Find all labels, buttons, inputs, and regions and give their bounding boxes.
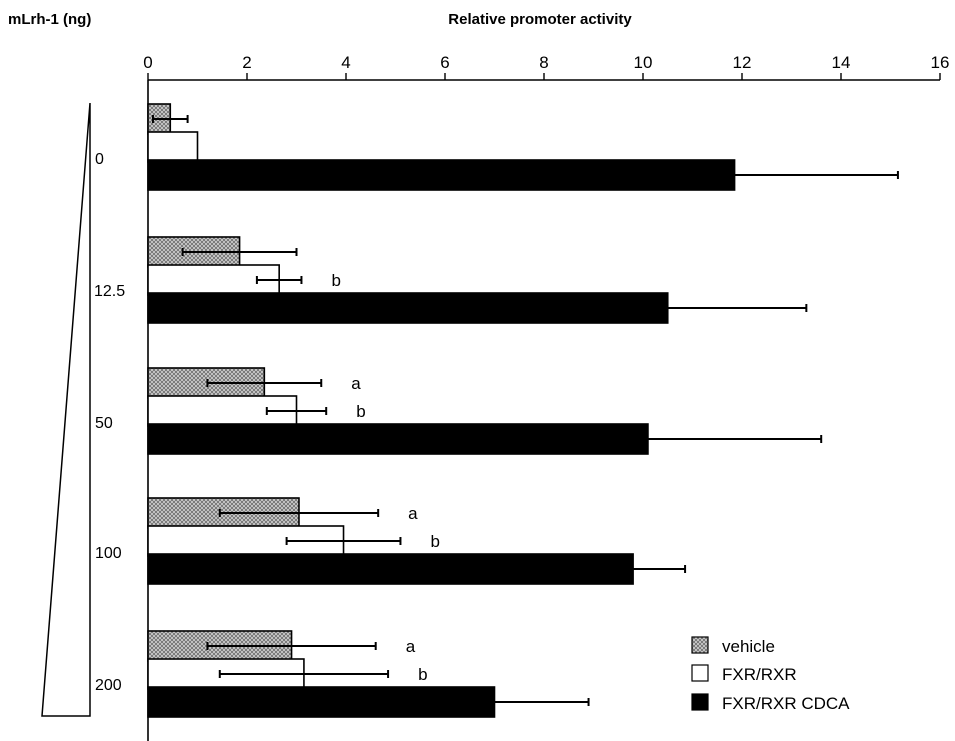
category-labels: 0 12.5 50 100 200 xyxy=(94,151,125,694)
row-header: mLrh-1 (ng) xyxy=(8,11,91,28)
x-tick-label: 2 xyxy=(242,53,251,72)
category-label: 0 xyxy=(95,151,104,168)
category-label: 50 xyxy=(95,415,113,432)
x-axis-ticks: 0 2 4 6 8 10 12 14 16 xyxy=(143,53,949,80)
legend-label-fxr-rxr: FXR/RXR xyxy=(722,665,797,684)
bar-fxr-rxr-cdca xyxy=(147,292,669,324)
x-tick-label: 0 xyxy=(143,53,152,72)
chart-title: Relative promoter activity xyxy=(448,11,632,28)
category-label: 100 xyxy=(95,545,122,562)
x-tick-label: 10 xyxy=(634,53,653,72)
category-label: 200 xyxy=(95,677,122,694)
significance-label: b xyxy=(356,402,365,421)
significance-label: a xyxy=(351,374,361,393)
x-tick-label: 8 xyxy=(539,53,548,72)
significance-label: a xyxy=(408,504,418,523)
significance-label: b xyxy=(331,271,340,290)
legend-label-vehicle: vehicle xyxy=(722,637,775,656)
x-tick-label: 12 xyxy=(733,53,752,72)
bar-fxr-rxr xyxy=(147,131,199,163)
x-tick-label: 16 xyxy=(931,53,950,72)
legend-swatch-fxr-rxr xyxy=(691,664,709,682)
legend-swatch-vehicle xyxy=(691,636,709,654)
x-tick-label: 4 xyxy=(341,53,350,72)
dose-wedge xyxy=(41,102,91,717)
significance-label: b xyxy=(430,532,439,551)
bar-fxr-rxr-cdca xyxy=(147,553,634,585)
category-label: 12.5 xyxy=(94,283,125,300)
significance-label: a xyxy=(406,637,416,656)
significance-label: b xyxy=(418,665,427,684)
legend: vehicle FXR/RXR FXR/RXR CDCA xyxy=(691,636,850,713)
x-tick-label: 6 xyxy=(440,53,449,72)
legend-swatch-fxr-rxr-cdca xyxy=(691,693,709,711)
bar-fxr-rxr xyxy=(147,264,280,296)
x-tick-label: 14 xyxy=(832,53,851,72)
legend-label-fxr-rxr-cdca: FXR/RXR CDCA xyxy=(722,694,850,713)
